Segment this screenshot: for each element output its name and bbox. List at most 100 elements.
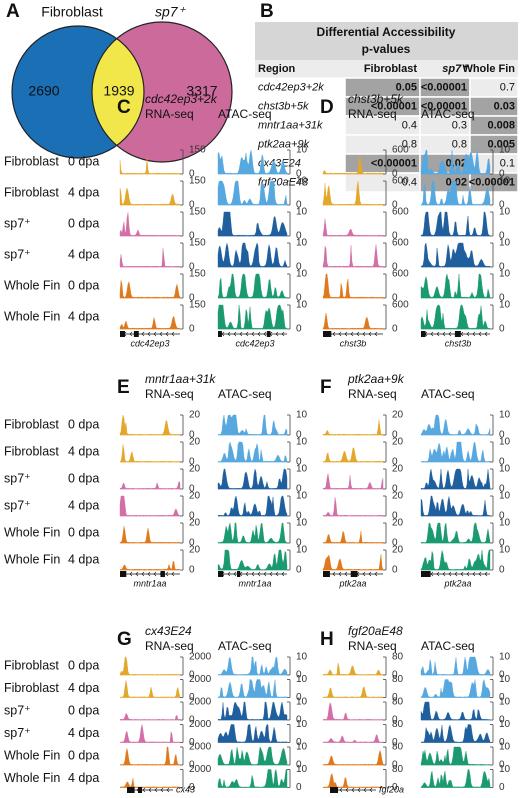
track-signal [420, 769, 491, 788]
gene-arrow [251, 331, 255, 337]
tick-label: 0 [499, 262, 505, 273]
tick-label: 80 [392, 764, 404, 775]
track-signal [119, 778, 181, 788]
gene-arrow [257, 331, 261, 337]
track-signal [217, 656, 288, 676]
tick-label: 0 [499, 692, 505, 703]
gene-exon [331, 787, 339, 793]
gene-arrow [166, 787, 170, 793]
row-label-cell: Whole Fin [4, 309, 60, 323]
track-signal [119, 480, 181, 490]
tick-label: 600 [392, 238, 409, 249]
track-signal [217, 468, 288, 490]
tick-label: 0 [392, 565, 398, 576]
tick-label: 0 [296, 231, 302, 242]
track-signal [322, 312, 384, 330]
gene-arrow [171, 571, 175, 577]
gene-arrow [356, 331, 360, 337]
gene-arrow [233, 571, 237, 577]
column-header: Whole Fin [462, 63, 515, 75]
table-subtitle: p-values [362, 42, 411, 56]
p-value: 0.3 [452, 119, 467, 131]
gene-arrow [466, 331, 470, 337]
tick-label: 0 [392, 737, 398, 748]
track-signal [217, 724, 288, 743]
tick-label: 2000 [189, 719, 212, 730]
tick-label: 600 [392, 145, 409, 156]
gene-exon [133, 331, 139, 337]
panel-letter: F [320, 377, 332, 398]
tick-label: 0 [296, 430, 302, 441]
tick-label: 20 [189, 464, 201, 475]
row-label-cell: Fibroblast [4, 658, 59, 672]
atac-label: ATAC-seq [421, 107, 475, 121]
region-name: mntr1aa+31k [258, 119, 323, 131]
tick-label: 80 [392, 697, 404, 708]
track-signal [119, 187, 181, 206]
column-header: sp7⁺ [442, 63, 468, 75]
tick-label: 10 [296, 145, 308, 156]
gene-arrow [374, 331, 378, 337]
tick-label: 10 [296, 176, 308, 187]
p-value: 0.008 [487, 119, 515, 131]
tick-label: 0 [189, 293, 195, 304]
gene-arrow [363, 787, 367, 793]
row-label-cell: Fibroblast [4, 154, 59, 168]
tick-label: 0 [296, 457, 302, 468]
tick-label: 0 [189, 430, 195, 441]
tick-label: 0 [499, 169, 505, 180]
tick-label: 150 [189, 300, 206, 311]
row-label-cell: Fibroblast [4, 417, 59, 431]
track-signal [217, 242, 288, 268]
tick-label: 10 [499, 207, 511, 218]
venn-right-count: 3317 [186, 83, 217, 99]
tick-label: 20 [392, 545, 404, 556]
tick-label: 10 [296, 207, 308, 218]
track-signal [119, 724, 181, 743]
tick-label: 0 [189, 262, 195, 273]
p-value: 0.7 [500, 81, 515, 93]
gene-arrow [142, 787, 146, 793]
row-label-time: 4 dpa [68, 247, 99, 261]
tick-label: 10 [499, 491, 511, 502]
row-label-cell: sp7⁺ [4, 498, 31, 512]
tick-label: 10 [499, 652, 511, 663]
row-label-time: 4 dpa [68, 185, 99, 199]
gene-arrow [338, 571, 342, 577]
gene-arrow [275, 331, 279, 337]
rna-label: RNA-seq [145, 639, 194, 653]
row-label-time: 0 dpa [68, 525, 99, 539]
tick-label: 0 [296, 692, 302, 703]
tick-label: 0 [392, 670, 398, 681]
track-signal [420, 495, 491, 517]
tick-label: 10 [296, 269, 308, 280]
row-label-cell: Whole Fin [4, 771, 60, 785]
gene-arrow [257, 571, 261, 577]
tick-label: 0 [499, 511, 505, 522]
tick-label: 0 [392, 692, 398, 703]
track-signal [420, 549, 491, 571]
gene-exon [454, 331, 461, 337]
row-label-cell: Whole Fin [4, 278, 60, 292]
tick-label: 80 [392, 674, 404, 685]
tick-label: 150 [189, 269, 206, 280]
gene-arrow [227, 571, 231, 577]
rna-label: RNA-seq [348, 639, 397, 653]
tick-label: 0 [189, 565, 195, 576]
venn-overlap-count: 1939 [103, 83, 134, 99]
tick-label: 0 [499, 737, 505, 748]
gene-arrow [374, 571, 378, 577]
tick-label: 600 [392, 207, 409, 218]
track-signal [217, 746, 288, 766]
tick-label: 80 [392, 652, 404, 663]
panel-title: cx43E24 [145, 624, 192, 638]
tick-label: 20 [189, 410, 201, 421]
gene-arrow [368, 331, 372, 337]
gene-name: cdc42ep3 [130, 338, 169, 348]
track-signal [420, 180, 491, 206]
atac-label: ATAC-seq [218, 387, 272, 401]
gene-arrow [484, 331, 488, 337]
gene-arrow [165, 571, 169, 577]
tick-label: 0 [189, 324, 195, 335]
gene-exon [137, 787, 143, 793]
